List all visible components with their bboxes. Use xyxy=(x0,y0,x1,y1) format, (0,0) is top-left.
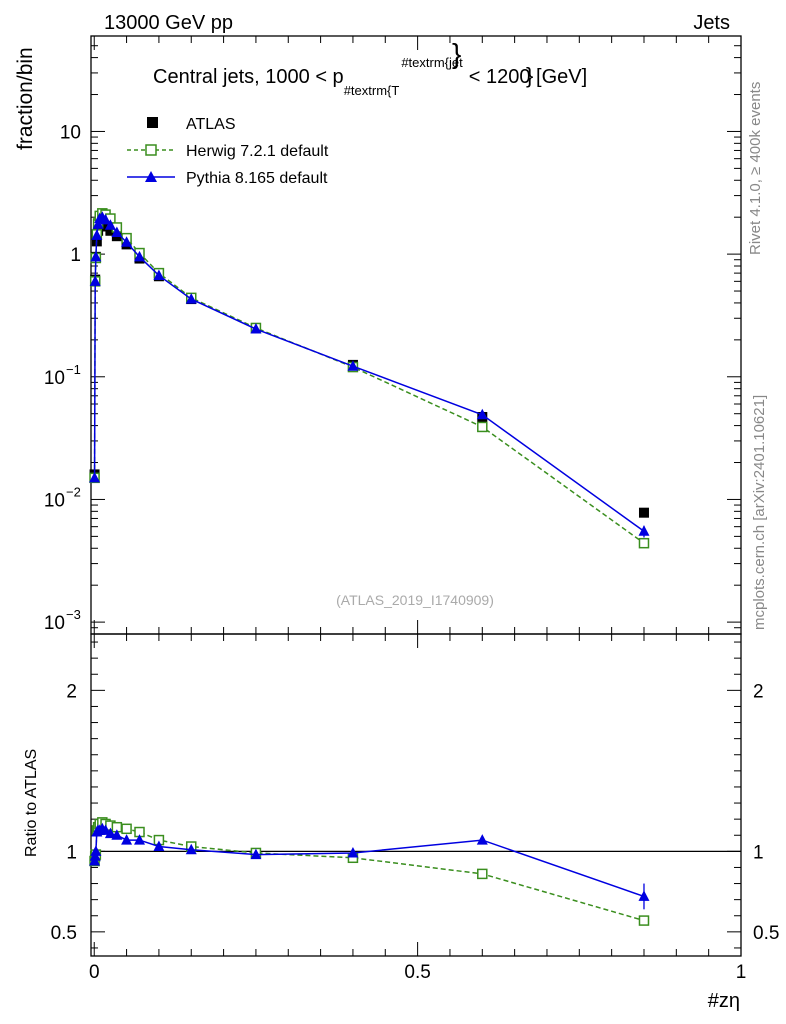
data-point-pythia xyxy=(121,236,133,247)
data-point-pythia xyxy=(104,219,116,230)
data-point-pythia xyxy=(89,275,101,286)
main-ytick-label: 10 xyxy=(60,122,81,143)
ratio-point-herwig xyxy=(638,915,650,926)
main-ylabel: fraction/bin xyxy=(14,47,37,150)
ratio-point-pythia xyxy=(476,834,488,845)
main-ytick-label: 1 xyxy=(70,245,81,266)
legend-atlas-marker xyxy=(147,117,158,128)
series-line-herwig xyxy=(93,212,645,544)
ratio-ylabel: Ratio to ATLAS xyxy=(23,749,40,857)
data-point-herwig xyxy=(638,537,650,549)
ratio-point-pythia xyxy=(185,843,197,855)
data-point-pythia xyxy=(100,213,112,225)
ratio-point-pythia xyxy=(153,840,165,852)
main-ytick-label: 10 xyxy=(44,490,65,511)
data-point-pythia xyxy=(250,323,262,334)
ratio-ytick-label-left: 0.5 xyxy=(51,923,77,944)
legend-atlas-label: ATLAS xyxy=(186,116,236,133)
main-title: Central jets, 1000 < p#textrm{T#textrm{j… xyxy=(153,55,587,98)
ratio-point-pythia xyxy=(90,845,102,856)
main-ytick-label: 10 xyxy=(44,368,65,389)
main-ytick-exponent: −2 xyxy=(66,484,81,499)
data-point-herwig xyxy=(477,421,488,433)
legend-herwig-marker xyxy=(145,144,157,156)
title-brace-sub-close: } xyxy=(452,38,461,69)
main-axis-ticks xyxy=(91,35,742,635)
ratio-axis-ticks xyxy=(91,634,742,956)
data-point-pythia xyxy=(91,229,103,240)
legend-pythia-label: Pythia 8.165 default xyxy=(186,170,328,187)
data-point-pythia xyxy=(111,226,123,238)
data-point-pythia xyxy=(476,408,488,420)
rivet-version-label: Rivet 4.1.0, ≥ 400k events xyxy=(747,82,764,255)
data-point-pythia xyxy=(153,269,165,280)
data-point-atlas xyxy=(105,225,116,236)
data-point-pythia xyxy=(185,293,197,304)
title-pre: Central jets, 1000 < p xyxy=(153,66,344,88)
ratio-point-pythia xyxy=(250,848,262,860)
ratio-ytick-label-right: 2 xyxy=(753,681,764,702)
ratio-ytick-label-left: 1 xyxy=(66,842,77,863)
mcplots-label: mcplots.cern.ch [arXiv:2401.10621] xyxy=(751,395,768,630)
title-superscript: #textrm{jet xyxy=(401,55,463,70)
analysis-watermark: (ATLAS_2019_I1740909) xyxy=(336,592,494,608)
data-point-pythia xyxy=(134,250,146,262)
ratio-point-pythia xyxy=(347,846,359,858)
main-ytick-exponent: −3 xyxy=(66,607,81,622)
title-subscript: #textrm{T xyxy=(344,83,400,98)
main-series-layer xyxy=(89,208,650,549)
title-post: < 1200 [GeV] xyxy=(469,66,587,88)
legend: ATLAS Herwig 7.2.1 default Pythia 8.165 … xyxy=(127,116,329,187)
main-ytick-label: 10 xyxy=(44,613,65,634)
data-point-pythia xyxy=(638,525,650,536)
ratio-tick-labels: 0.5 0.5 1 1 2 2 0 0.5 1 xyxy=(51,681,780,983)
ratio-line-herwig xyxy=(93,821,645,922)
data-point-pythia xyxy=(89,471,101,483)
ratio-line-pythia xyxy=(93,827,645,898)
legend-herwig-label: Herwig 7.2.1 default xyxy=(186,143,329,160)
ratio-point-herwig xyxy=(121,823,132,835)
ratio-series-layer xyxy=(89,817,650,926)
ratio-point-pythia xyxy=(104,827,116,839)
data-point-pythia xyxy=(92,218,104,229)
ratio-ytick-label-right: 0.5 xyxy=(753,923,779,944)
xtick-label: 1 xyxy=(736,962,747,983)
series-line-pythia xyxy=(93,216,645,532)
data-point-pythia xyxy=(90,250,102,262)
xaxis-label: #zη xyxy=(708,990,740,1012)
legend-pythia-marker xyxy=(145,171,157,182)
ratio-ytick-label-right: 1 xyxy=(753,842,764,863)
main-ytick-exponent: −1 xyxy=(66,362,81,377)
ratio-ytick-label-left: 2 xyxy=(66,681,77,702)
xtick-label: 0 xyxy=(89,962,100,983)
xtick-label: 0.5 xyxy=(404,962,430,983)
header-energy-label: 13000 GeV pp xyxy=(104,12,233,34)
ratio-point-pythia xyxy=(111,829,123,840)
ratio-point-pythia xyxy=(134,834,146,845)
data-point-atlas xyxy=(638,507,649,518)
ratio-panel-frame xyxy=(90,633,742,957)
ratio-point-pythia xyxy=(121,834,133,845)
ratio-point-pythia xyxy=(638,890,650,901)
ratio-point-herwig xyxy=(477,868,488,880)
title-brace-sup-close: } xyxy=(526,63,533,88)
data-point-pythia xyxy=(347,360,359,371)
header-jets-label: Jets xyxy=(693,12,730,34)
